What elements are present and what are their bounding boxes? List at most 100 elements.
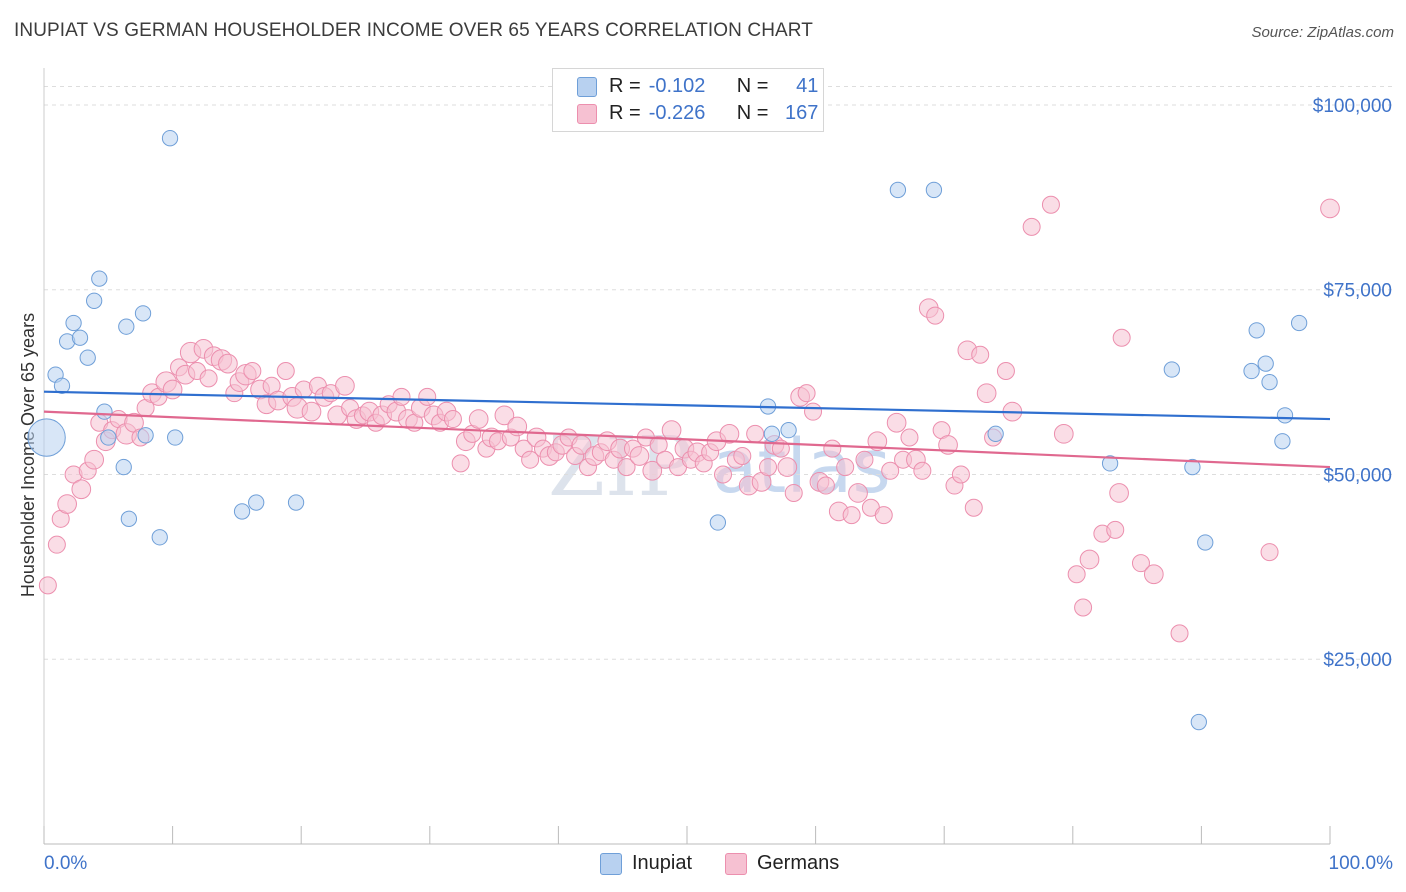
germans-point: [335, 375, 355, 396]
germans-point: [443, 410, 462, 429]
germans-legend-swatch: [725, 852, 747, 875]
inupiat-point: [925, 181, 943, 199]
germans-point: [855, 450, 874, 469]
correlation-legend: R = -0.102 N = 41 R = -0.226 N = 167: [552, 68, 824, 132]
y-tick-label: $100,000: [1313, 96, 1392, 117]
inupiat-point: [27, 418, 66, 457]
germans-point: [392, 387, 411, 406]
series-inupiat: [27, 130, 1308, 731]
inupiat-point: [233, 503, 251, 520]
germans-point: [759, 458, 778, 477]
germans-point: [746, 424, 765, 443]
inupiat-point: [780, 421, 797, 439]
germans-point: [661, 420, 682, 440]
inupiat-point: [79, 349, 96, 366]
legend-n-value: 41: [796, 75, 819, 97]
y-axis-title: Householder Income Over 65 years: [18, 313, 38, 597]
germans-point: [521, 450, 540, 469]
series-legend: Inupiat Germans: [0, 852, 1406, 878]
germans-point: [243, 362, 262, 381]
inupiat-legend-swatch: [600, 852, 622, 875]
inupiat-point: [91, 270, 108, 287]
germans-point: [1074, 598, 1093, 617]
inupiat-point: [137, 427, 154, 444]
germans-point: [38, 576, 57, 595]
inupiat-point: [1101, 455, 1119, 472]
inupiat-point: [100, 429, 117, 446]
x-tick-label: 100.0%: [1329, 853, 1394, 874]
germans-point: [1260, 543, 1279, 562]
inupiat-point: [161, 130, 179, 147]
legend-r-label: R =: [609, 102, 641, 124]
inupiat-point: [1261, 373, 1278, 391]
germans-point: [733, 447, 752, 465]
inupiat-point: [1274, 433, 1291, 450]
germans-point: [797, 384, 816, 403]
germans-point: [47, 535, 66, 554]
inupiat-point: [1163, 361, 1180, 378]
germans-point: [714, 465, 733, 484]
germans-point: [301, 401, 322, 422]
inupiat-point: [1248, 322, 1265, 339]
germans-point: [804, 402, 823, 421]
germans-point: [1112, 328, 1131, 347]
germans-point: [1067, 565, 1086, 584]
inupiat-legend-label: Inupiat: [632, 852, 693, 874]
germans-point: [867, 431, 888, 452]
germans-point: [913, 461, 932, 480]
inupiat-point: [120, 510, 138, 527]
germans-trend-line: [43, 410, 1331, 469]
germans-point: [1041, 195, 1060, 214]
inupiat-point: [1276, 407, 1294, 424]
inupiat-point: [65, 314, 82, 332]
germans-point: [1320, 198, 1340, 219]
germans-point: [784, 483, 803, 502]
trend-lines: [43, 390, 1331, 469]
germans-point: [629, 446, 650, 466]
legend-n-label: N =: [736, 102, 769, 124]
germans-point: [162, 379, 183, 400]
germans-point: [886, 412, 907, 433]
legend-item-germans: Germans: [725, 852, 839, 875]
inupiat-point: [987, 425, 1004, 442]
germans-point: [642, 460, 663, 481]
inupiat-point: [1184, 458, 1201, 476]
legend-item-inupiat: Inupiat: [600, 852, 692, 875]
inupiat-point: [248, 494, 265, 511]
germans-point: [71, 479, 92, 500]
germans-point: [1131, 554, 1150, 573]
germans-point: [823, 439, 842, 458]
x-tick-labels: 0.0% 100.0%: [44, 853, 1393, 874]
inupiat-point: [1197, 534, 1214, 551]
germans-point: [996, 362, 1015, 381]
legend-r-label: R =: [609, 75, 641, 97]
inupiat-point: [889, 181, 907, 199]
germans-point: [964, 498, 983, 517]
inupiat-point: [118, 318, 135, 335]
inupiat-point: [167, 429, 184, 446]
germans-point: [84, 449, 105, 470]
legend-n-value: 167: [785, 102, 819, 124]
germans-swatch: [577, 103, 597, 124]
germans-point: [926, 306, 945, 325]
germans-point: [777, 457, 798, 477]
y-tick-label: $25,000: [1323, 650, 1392, 671]
inupiat-point: [1190, 713, 1207, 731]
germans-point: [218, 353, 238, 374]
germans-point: [836, 458, 855, 477]
germans-point: [57, 494, 77, 514]
chart-source: Source: ZipAtlas.com: [1251, 24, 1394, 41]
inupiat-point: [53, 377, 71, 394]
germans-point: [881, 461, 900, 480]
germans-point: [1053, 423, 1074, 444]
x-tick-label: 0.0%: [44, 853, 87, 874]
germans-point: [451, 454, 470, 473]
germans-point: [900, 428, 919, 447]
germans-point: [1109, 483, 1129, 503]
inupiat-point: [134, 305, 152, 322]
germans-point: [951, 465, 970, 484]
inupiat-point: [709, 514, 727, 531]
y-tick-labels: $25,000 $50,000 $75,000 $100,000: [1313, 96, 1392, 671]
inupiat-point: [115, 458, 132, 476]
